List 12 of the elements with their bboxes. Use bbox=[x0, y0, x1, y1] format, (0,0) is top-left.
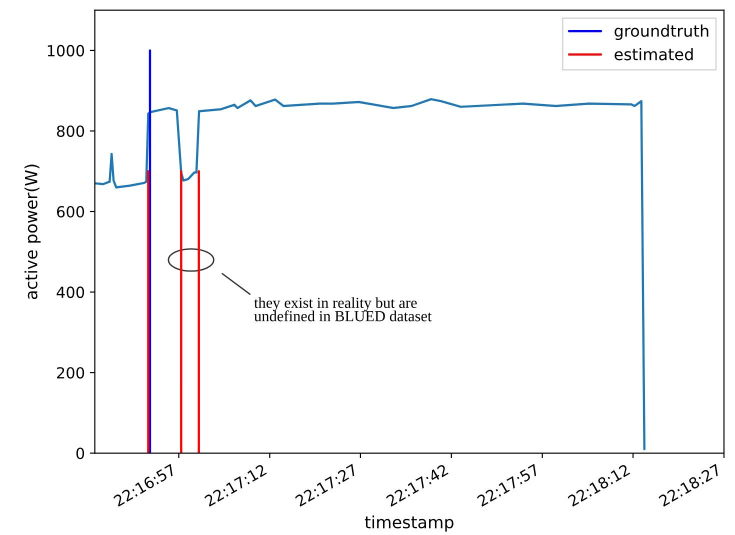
y-tick-label: 400 bbox=[56, 286, 84, 298]
y-axis-title: active power(W) bbox=[24, 164, 41, 300]
x-axis-title: timestamp bbox=[364, 516, 454, 532]
legend-label: groundtruth bbox=[614, 24, 708, 40]
y-tick-label: 0 bbox=[76, 448, 84, 460]
annotation: they exist in reality but are undefined in BLUED dataset bbox=[254, 297, 432, 322]
legend-label: estimated bbox=[614, 48, 693, 60]
y-tick-label: 600 bbox=[57, 206, 84, 218]
y-tick-label: 1000 bbox=[48, 44, 84, 56]
line-series bbox=[94, 98, 646, 450]
y-tick-label: 800 bbox=[56, 125, 84, 137]
y-tick-label: 200 bbox=[57, 367, 84, 379]
